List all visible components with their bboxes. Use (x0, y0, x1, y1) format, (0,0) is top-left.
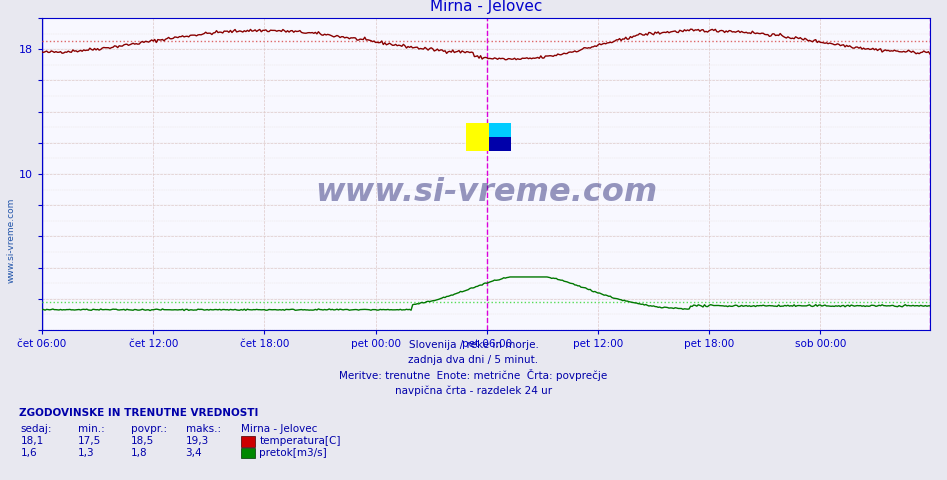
Text: temperatura[C]: temperatura[C] (259, 436, 341, 446)
Bar (467, 122, 489, 151)
Text: min.:: min.: (78, 423, 104, 433)
Text: 18,5: 18,5 (131, 436, 154, 446)
Text: 3,4: 3,4 (186, 447, 203, 457)
Bar (489, 136, 510, 151)
Text: pretok[m3/s]: pretok[m3/s] (259, 447, 328, 457)
Text: 1,8: 1,8 (131, 447, 148, 457)
Text: sedaj:: sedaj: (21, 423, 52, 433)
Text: povpr.:: povpr.: (131, 423, 167, 433)
Text: navpična črta - razdelek 24 ur: navpična črta - razdelek 24 ur (395, 385, 552, 396)
Text: 19,3: 19,3 (186, 436, 209, 446)
Text: Slovenija / reke in morje.: Slovenija / reke in morje. (408, 340, 539, 350)
Text: 1,6: 1,6 (21, 447, 38, 457)
Text: maks.:: maks.: (186, 423, 221, 433)
Text: 18,1: 18,1 (21, 436, 45, 446)
Text: Meritve: trenutne  Enote: metrične  Črta: povprečje: Meritve: trenutne Enote: metrične Črta: … (339, 369, 608, 381)
Text: www.si-vreme.com: www.si-vreme.com (314, 177, 657, 208)
Text: 17,5: 17,5 (78, 436, 101, 446)
Title: Mirna - Jelovec: Mirna - Jelovec (430, 0, 543, 14)
Text: 1,3: 1,3 (78, 447, 95, 457)
Bar (489, 122, 510, 151)
Text: Mirna - Jelovec: Mirna - Jelovec (241, 423, 318, 433)
Text: www.si-vreme.com: www.si-vreme.com (7, 197, 16, 283)
Text: zadnja dva dni / 5 minut.: zadnja dva dni / 5 minut. (408, 355, 539, 365)
Text: ZGODOVINSKE IN TRENUTNE VREDNOSTI: ZGODOVINSKE IN TRENUTNE VREDNOSTI (19, 408, 259, 418)
